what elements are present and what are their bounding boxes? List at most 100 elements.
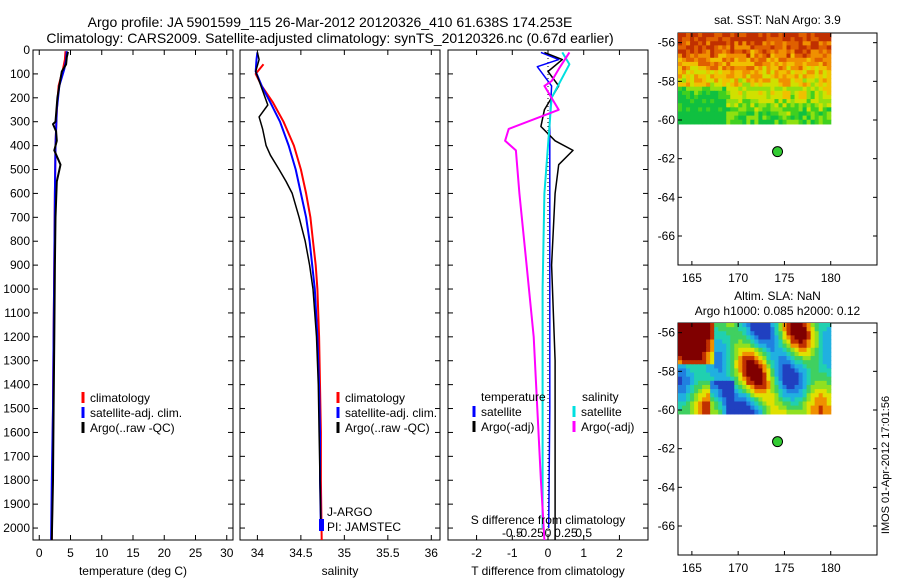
sst-map-field-cell — [710, 119, 715, 125]
sla-map-field-cell — [718, 335, 723, 341]
sst-map-field-cell — [806, 99, 812, 104]
sst-map-ytick-label: -60 — [658, 113, 676, 127]
sst-map-field-cell — [770, 99, 776, 104]
sst-map-field-cell — [726, 107, 731, 113]
sst-map-field-cell — [762, 66, 768, 71]
sla-map-field-cell — [758, 327, 763, 332]
sla-map-field-cell — [706, 389, 711, 394]
sst-map-field-cell — [702, 66, 707, 71]
sla-map-field-cell — [694, 364, 699, 370]
sst-map-field-cell — [706, 94, 711, 100]
sla-map-field-cell — [778, 409, 784, 415]
sla-map-field-cell — [810, 323, 816, 328]
sla-map-field-cell — [694, 389, 699, 394]
sst-map-field-cell — [782, 74, 788, 80]
sla-map-field-cell — [682, 409, 687, 415]
sla-map-field-cell — [754, 389, 759, 394]
sla-map-field-cell — [758, 323, 763, 328]
sst-map-field-cell — [798, 99, 804, 104]
sla-map-field-cell — [770, 323, 776, 328]
sst-map-field-cell — [738, 74, 743, 80]
sst-map-field-cell — [706, 66, 711, 71]
sla-map-field-cell — [726, 323, 731, 328]
sla-map-field-cell — [798, 409, 804, 415]
sla-map-field-cell — [822, 405, 828, 411]
sla-map-field-cell — [762, 323, 768, 328]
sst-map-field-cell — [682, 115, 687, 121]
sla-map-field-cell — [766, 347, 772, 353]
sla-map-field-cell — [742, 347, 747, 353]
sst-map-field-cell — [782, 90, 788, 96]
sst-map-field-cell — [778, 37, 784, 42]
sst-map-field-cell — [762, 78, 768, 84]
sst-map-field-cell — [742, 66, 747, 71]
sla-map-field-cell — [738, 360, 743, 365]
depth-ytick-label: 1500 — [3, 402, 30, 416]
sla-map-field-cell — [734, 327, 739, 332]
sst-map-field-cell — [762, 115, 768, 121]
sst-map-field-cell — [766, 41, 772, 46]
sla-map-field-cell — [822, 347, 828, 353]
sst-map-field-cell — [754, 94, 759, 100]
sst-map-field-cell — [710, 90, 715, 96]
sla-map-field-cell — [814, 376, 820, 382]
sla-map-field-cell — [814, 327, 820, 332]
sst-map-field-cell — [806, 94, 812, 100]
sla-map-field-cell — [678, 368, 683, 374]
sla-map-field-cell — [682, 347, 687, 353]
sst-map-field-cell — [706, 86, 711, 92]
sla-map-field-cell — [802, 372, 808, 378]
sla-map-field-cell — [718, 393, 723, 398]
difference-xtick-label: 2 — [616, 546, 623, 560]
sst-map-field-cell — [794, 74, 800, 80]
sla-map-field-cell — [690, 364, 695, 370]
sst-map-field-cell — [758, 86, 763, 92]
sst-map-field-cell — [778, 61, 784, 67]
sst-map-field-cell — [786, 86, 792, 92]
sla-map-field-cell — [678, 364, 683, 370]
sla-map-field-cell — [722, 405, 727, 411]
sla-map-field-cell — [722, 331, 727, 336]
depth-ytick-label: 800 — [10, 234, 30, 248]
sst-map-field-cell — [710, 45, 715, 51]
sst-map-field-cell — [738, 82, 743, 88]
sst-map-field-cell — [806, 107, 812, 113]
sst-map-field-cell — [726, 119, 731, 125]
sst-map-field-cell — [758, 45, 763, 51]
sla-map-field-cell — [702, 351, 707, 357]
sst-map-field-cell — [802, 82, 808, 88]
sla-map-field-cell — [806, 384, 812, 390]
sla-map-field-cell — [738, 397, 743, 403]
sla-map-field-cell — [774, 368, 780, 374]
sla-map-field-cell — [706, 397, 711, 403]
sst-map-field-cell — [782, 57, 788, 63]
sla-map-field-cell — [714, 364, 719, 370]
sla-map-field-cell — [714, 376, 719, 382]
sst-map-field-cell — [758, 33, 763, 38]
sst-map-field-cell — [778, 115, 784, 121]
sst-map-field-cell — [738, 49, 743, 55]
temperature-series-argo-raw-qc- — [50, 51, 69, 541]
sla-map-field-cell — [790, 397, 796, 403]
depth-ytick-label: 100 — [10, 67, 30, 81]
sla-map-field-cell — [818, 351, 824, 357]
sst-map-field-cell — [690, 115, 695, 121]
sst-map-field-cell — [722, 119, 727, 125]
sst-map-field-cell — [810, 37, 816, 42]
sla-map-field-cell — [750, 372, 755, 378]
sst-map-field-cell — [746, 78, 751, 84]
figure-title-line1: Argo profile: JA 5901599_115 26-Mar-2012… — [87, 14, 573, 30]
sla-map-field-cell — [750, 356, 755, 361]
difference-top-tick-label: 0.5 — [575, 526, 592, 540]
sst-map-field-cell — [722, 107, 727, 113]
sst-map-field-cell — [718, 41, 723, 46]
sla-map-field-cell — [762, 360, 768, 365]
sla-map-field-cell — [798, 372, 804, 378]
sla-map-field-cell — [690, 339, 695, 345]
sst-map-field-cell — [822, 78, 828, 84]
sst-map-field-cell — [778, 99, 784, 104]
sla-map-field-cell — [818, 409, 824, 415]
depth-ytick-label: 0 — [23, 43, 30, 57]
sla-map-field-cell — [686, 409, 691, 415]
sla-map-field-cell — [682, 327, 687, 332]
